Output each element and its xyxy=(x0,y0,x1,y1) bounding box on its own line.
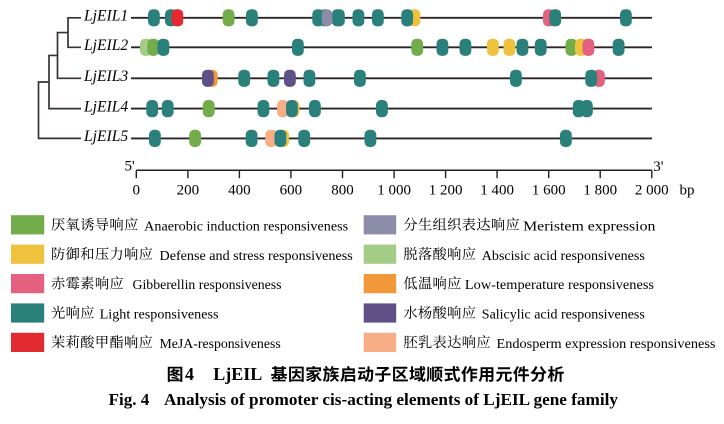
svg-text:Endosperm expression responsiv: Endosperm expression responsiveness xyxy=(497,337,716,352)
svg-text:Defense and stress responsiven: Defense and stress responsiveness xyxy=(160,249,353,264)
svg-text:LjEIL1: LjEIL1 xyxy=(83,8,128,25)
svg-text:LjEIL3: LjEIL3 xyxy=(83,68,128,85)
svg-text:200: 200 xyxy=(177,183,200,199)
svg-text:Gibberellin responsiveness: Gibberellin responsiveness xyxy=(133,278,282,293)
svg-text:bp: bp xyxy=(680,183,695,199)
svg-text:400: 400 xyxy=(228,183,251,199)
svg-text:1 800: 1 800 xyxy=(583,183,617,199)
svg-text:1 200: 1 200 xyxy=(429,183,463,199)
svg-text:Abscisic acid responsiveness: Abscisic acid responsiveness xyxy=(482,249,645,264)
svg-text:600: 600 xyxy=(280,183,303,199)
svg-text:0: 0 xyxy=(133,183,141,199)
svg-text:MeJA-responsiveness: MeJA-responsiveness xyxy=(160,337,281,352)
svg-text:4: 4 xyxy=(185,364,194,384)
svg-text:Salicylic acid responsiveness: Salicylic acid responsiveness xyxy=(482,308,645,323)
svg-text:LjEIL: LjEIL xyxy=(213,364,262,384)
svg-text:Low-temperature responsiveness: Low-temperature responsiveness xyxy=(465,278,654,293)
svg-text:1 000: 1 000 xyxy=(377,183,411,199)
svg-text:LjEIL2: LjEIL2 xyxy=(83,37,128,54)
svg-text:1 600: 1 600 xyxy=(532,183,566,199)
svg-text:800: 800 xyxy=(331,183,354,199)
svg-text:Anaerobic induction responsive: Anaerobic induction responsiveness xyxy=(144,219,348,234)
svg-text:LjEIL4: LjEIL4 xyxy=(83,98,128,115)
svg-text:Fig. 4: Fig. 4 xyxy=(109,390,150,409)
svg-text:3': 3' xyxy=(653,159,664,175)
svg-text:1 400: 1 400 xyxy=(480,183,514,199)
svg-text:5': 5' xyxy=(125,158,136,174)
svg-text:2 000: 2 000 xyxy=(635,183,669,199)
svg-text:LjEIL5: LjEIL5 xyxy=(83,128,128,145)
svg-text:Meristem expression: Meristem expression xyxy=(523,219,655,234)
svg-text:Light responsiveness: Light responsiveness xyxy=(100,308,219,323)
svg-text:Analysis of promoter cis-actin: Analysis of promoter cis-acting elements… xyxy=(164,390,618,409)
